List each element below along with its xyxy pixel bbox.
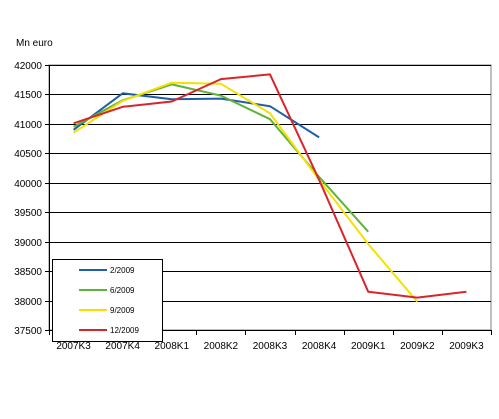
legend-box <box>52 259 163 342</box>
y-tick-label: 39000 <box>14 238 42 249</box>
series-layer <box>73 73 467 303</box>
x-tick-label: 2007K3 <box>56 341 91 352</box>
y-tick-label: 40000 <box>14 179 42 190</box>
x-tick-label: 2009K2 <box>400 341 435 352</box>
x-tick-label: 2008K3 <box>253 341 288 352</box>
y-tick-label: 38000 <box>14 297 42 308</box>
series-line-9-2009 <box>73 81 419 303</box>
x-tick-label: 2009K3 <box>449 341 484 352</box>
y-tick-label: 40500 <box>14 149 42 160</box>
y-tick-labels: 37500 38000 38500 39000 39500 40000 40500 41000… <box>14 61 42 337</box>
legend-label: 9/2009 <box>110 306 135 315</box>
legend: 2/2009 6/2009 9/2009 12/2009 <box>52 259 163 342</box>
x-tick-label: 2008K2 <box>204 341 239 352</box>
legend-label: 6/2009 <box>110 286 135 295</box>
y-tick-label: 39500 <box>14 208 42 219</box>
y-tick-label: 41500 <box>14 90 42 101</box>
y-tick-label: 42000 <box>14 61 42 72</box>
x-tick-label: 2008K1 <box>155 341 190 352</box>
y-tick-label: 38500 <box>14 267 42 278</box>
legend-label: 12/2009 <box>110 326 139 335</box>
x-tick-label: 2009K1 <box>351 341 386 352</box>
x-tick-label: 2007K4 <box>105 341 140 352</box>
series-line-2-2009 <box>73 92 320 139</box>
x-tick-labels: 2007K3 2007K4 2008K1 2008K2 2008K3 2008K4 2009… <box>56 341 484 352</box>
y-tick-label: 41000 <box>14 120 42 131</box>
series-line-12-2009 <box>73 73 467 299</box>
legend-label: 2/2009 <box>110 266 135 275</box>
x-tick-label: 2008K4 <box>302 341 337 352</box>
y-tick-label: 37500 <box>14 326 42 337</box>
y-axis-title: Mn euro <box>16 38 53 49</box>
